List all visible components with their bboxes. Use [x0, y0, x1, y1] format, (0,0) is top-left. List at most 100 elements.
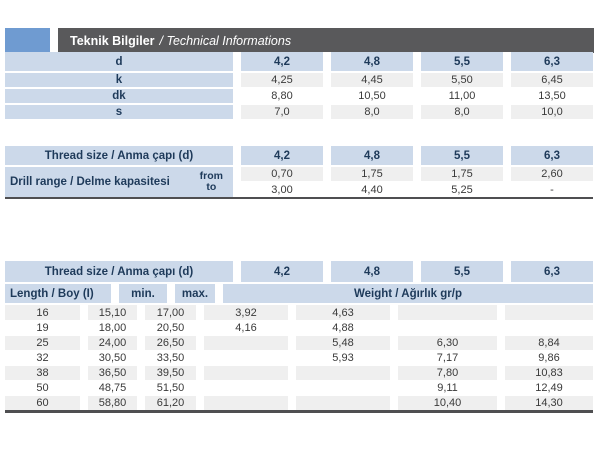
diameter-header-cell: 5,5	[413, 146, 503, 165]
max-cell: 17,00	[137, 305, 196, 320]
diameter-header-cell: 6,3	[503, 146, 593, 165]
weight-cell	[196, 395, 288, 410]
table-row: k 4,25 4,45 5,50 6,45	[5, 71, 593, 87]
thread-size-header: Thread size / Anma çapı (d)	[5, 146, 233, 165]
min-cell: 48,75	[80, 380, 137, 395]
table-row: Thread size / Anma çapı (d) 4,2 4,8 5,5 …	[5, 261, 593, 282]
dim-value-cell: 10,0	[503, 103, 593, 119]
diameter-header-cell: 4,2	[233, 52, 323, 71]
weight-cell	[288, 395, 390, 410]
table-row: 50 48,75 51,50 9,11 12,49	[5, 380, 593, 395]
table-row: 19 18,00 20,50 4,16 4,88	[5, 320, 593, 335]
weight-cell: 12,49	[497, 380, 593, 395]
dim-value-cell: 11,00	[413, 87, 503, 103]
weight-header: Weight / Ağırlık gr/p	[215, 284, 593, 303]
weight-cell	[497, 305, 593, 320]
max-cell: 61,20	[137, 395, 196, 410]
weight-cell: 5,93	[288, 350, 390, 365]
drill-from-cell: 1,75	[413, 165, 503, 181]
max-cell: 20,50	[137, 320, 196, 335]
weight-cell: 10,83	[497, 365, 593, 380]
table-row: Thread size / Anma çapı (d) 4,2 4,8 5,5 …	[5, 146, 593, 165]
drill-from-cell: 2,60	[503, 165, 593, 181]
max-cell: 39,50	[137, 365, 196, 380]
table-row: 38 36,50 39,50 7,80 10,83	[5, 365, 593, 380]
weight-cell	[288, 380, 390, 395]
min-cell: 58,80	[80, 395, 137, 410]
page-header: Teknik Bilgiler / Technical Informations	[5, 28, 594, 53]
max-cell: 33,50	[137, 350, 196, 365]
section-title-bar: Teknik Bilgiler / Technical Informations	[58, 28, 594, 53]
drill-from-cell: 1,75	[323, 165, 413, 181]
page-title-turkish: Teknik Bilgiler	[70, 33, 155, 48]
thread-size-header: Thread size / Anma çapı (d)	[5, 261, 233, 282]
min-cell: 15,10	[80, 305, 137, 320]
dim-value-cell: 4,25	[233, 71, 323, 87]
table-row: 16 15,10 17,00 3,92 4,63	[5, 305, 593, 320]
min-cell: 18,00	[80, 320, 137, 335]
length-cell: 16	[5, 305, 80, 320]
table-row: d 4,2 4,8 5,5 6,3	[5, 52, 593, 71]
length-header: Length / Boy (I)	[5, 284, 111, 303]
page-title-english: / Technical Informations	[159, 33, 292, 48]
dim-value-cell: 13,50	[503, 87, 593, 103]
weight-cell: 10,40	[390, 395, 497, 410]
min-cell: 30,50	[80, 350, 137, 365]
length-cell: 50	[5, 380, 80, 395]
length-cell: 19	[5, 320, 80, 335]
to-label: to	[206, 181, 217, 193]
diameter-header-cell: 5,5	[413, 261, 503, 282]
length-cell: 32	[5, 350, 80, 365]
max-header: max.	[167, 284, 215, 303]
drill-from-cell: 0,70	[233, 165, 323, 181]
weight-cell: 4,16	[196, 320, 288, 335]
weight-cell	[196, 365, 288, 380]
dim-value-cell: 8,0	[323, 103, 413, 119]
weight-cell: 14,30	[497, 395, 593, 410]
table-row: Drill range / Delme kapasitesi from to 0…	[5, 165, 593, 197]
dim-value-cell: 6,45	[503, 71, 593, 87]
table-row: Length / Boy (I) min. max. Weight / Ağır…	[5, 284, 593, 303]
from-label: from	[199, 170, 223, 182]
dim-value-cell: 5,50	[413, 71, 503, 87]
weight-cell: 7,17	[390, 350, 497, 365]
weight-table-header1: Thread size / Anma çapı (d) 4,2 4,8 5,5 …	[5, 261, 593, 282]
weight-cell: 8,84	[497, 335, 593, 350]
weight-cell	[288, 365, 390, 380]
weight-cell	[497, 320, 593, 335]
weight-cell: 7,80	[390, 365, 497, 380]
dim-value-cell: 8,0	[413, 103, 503, 119]
drill-to-cell: 3,00	[233, 181, 323, 197]
weight-cell	[196, 350, 288, 365]
diameter-header-cell: 4,8	[323, 261, 413, 282]
weight-cell	[390, 320, 497, 335]
weight-cell	[196, 380, 288, 395]
weight-cell: 9,86	[497, 350, 593, 365]
min-header: min.	[111, 284, 167, 303]
table-row: dk 8,80 10,50 11,00 13,50	[5, 87, 593, 103]
weight-cell: 3,92	[196, 305, 288, 320]
logo-block	[5, 28, 50, 53]
table-row: s 7,0 8,0 8,0 10,0	[5, 103, 593, 119]
diameter-header-cell: 4,8	[323, 146, 413, 165]
weight-cell: 4,88	[288, 320, 390, 335]
weight-table-data: 16 15,10 17,00 3,92 4,63 19 18,00 20,50 …	[5, 305, 593, 413]
drill-to-cell: 5,25	[413, 181, 503, 197]
max-cell: 51,50	[137, 380, 196, 395]
length-cell: 38	[5, 365, 80, 380]
dim-value-cell: 4,45	[323, 71, 413, 87]
diameter-header-cell: 4,8	[323, 52, 413, 71]
from-to-labels: from to	[200, 171, 223, 193]
weight-cell: 4,63	[288, 305, 390, 320]
dim-row-label: k	[5, 71, 233, 87]
diameter-header-cell: 6,3	[503, 52, 593, 71]
table-row: 3,00 4,40 5,25 -	[5, 181, 593, 197]
min-cell: 36,50	[80, 365, 137, 380]
weight-cell	[390, 305, 497, 320]
dim-value-cell: 7,0	[233, 103, 323, 119]
table-row: 32 30,50 33,50 5,93 7,17 9,86	[5, 350, 593, 365]
length-cell: 60	[5, 395, 80, 410]
drill-range-label: Drill range / Delme kapasitesi	[10, 176, 170, 188]
drill-range-label-cell: Drill range / Delme kapasitesi from to	[5, 165, 233, 197]
